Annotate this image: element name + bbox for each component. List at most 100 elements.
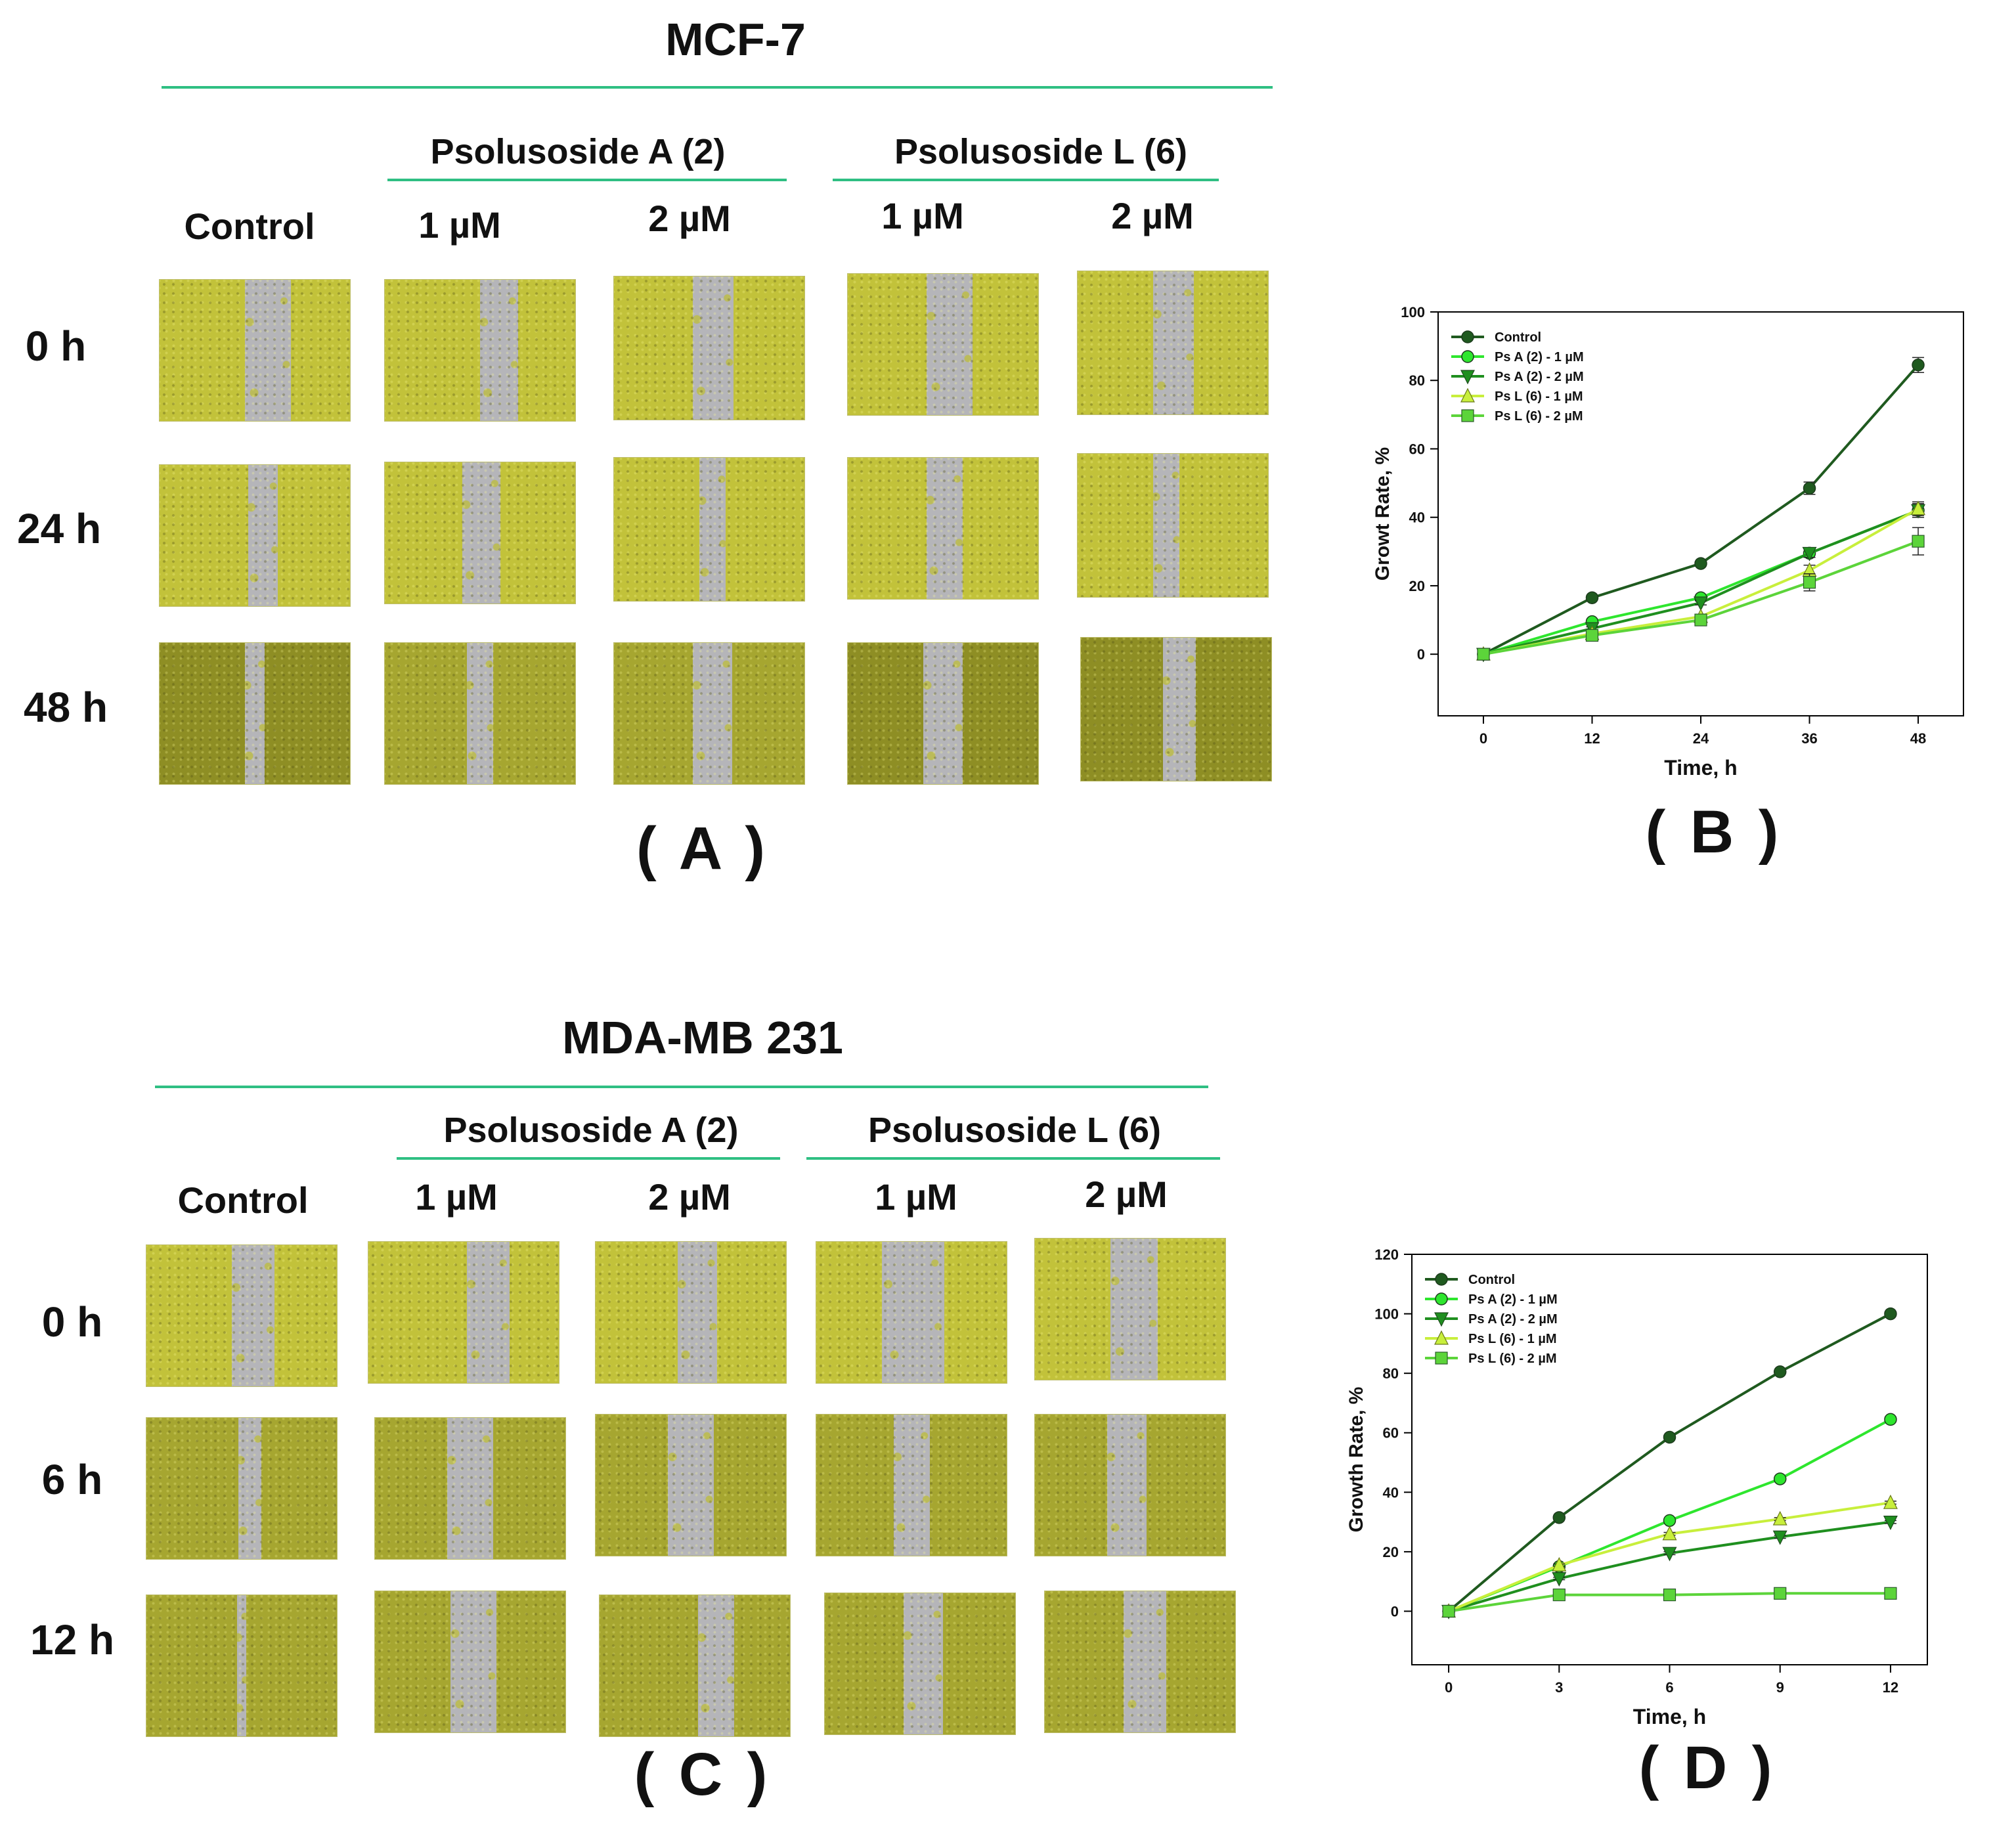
mdamb231-title-rule	[155, 1086, 1208, 1088]
chart-b-data-point	[1585, 591, 1599, 604]
chart-d-data-point	[1663, 1514, 1676, 1528]
mdamb231-wound-image	[1034, 1414, 1226, 1556]
chart-d-x-tick-label: 6	[1665, 1679, 1673, 1696]
chart-d-legend-marker	[1434, 1330, 1449, 1345]
chart-b-growth-rate: 0 20 40 60 80 100 0 12 24 36 48 Time, h Growt Rate, …	[1372, 304, 1964, 780]
chart-d-legend-entry: Ps L (6) - 2 µM	[1468, 1352, 1557, 1366]
mdamb231-group-l-rule	[806, 1157, 1220, 1160]
chart-d-data-point	[1662, 1526, 1677, 1541]
chart-b-y-tick-label: 100	[1401, 304, 1425, 320]
chart-b-legend-entry: Ps A (2) - 1 µM	[1495, 350, 1584, 364]
chart-b-legend-marker	[1461, 330, 1474, 343]
chart-b-data-point	[1802, 546, 1817, 561]
chart-b-data-point	[1694, 596, 1708, 611]
mdamb231-col-label: 1 µM	[875, 1176, 957, 1218]
panel-label-d: ( D )	[1638, 1734, 1776, 1801]
chart-d-data-point	[1772, 1530, 1787, 1545]
chart-d-legend-marker	[1435, 1352, 1448, 1365]
chart-d-data-point	[1884, 1413, 1897, 1426]
mcf7-row-label: 0 h	[25, 322, 87, 370]
chart-b-x-tick-label: 48	[1910, 730, 1926, 747]
chart-d-legend-marker	[1435, 1292, 1448, 1306]
chart-d-legend-entry: Ps L (6) - 1 µM	[1468, 1332, 1557, 1346]
chart-d-data-point	[1552, 1588, 1566, 1602]
chart-b-y-tick-label: 20	[1409, 578, 1425, 594]
chart-b-data-point	[1912, 535, 1925, 548]
mcf7-wound-image	[847, 273, 1039, 416]
chart-b-x-tick-label: 0	[1479, 730, 1487, 747]
panel-label-b: ( B )	[1645, 799, 1783, 866]
chart-d-data-point	[1772, 1510, 1787, 1526]
chart-b-legend-entry: Ps L (6) - 1 µM	[1495, 389, 1583, 404]
mdamb231-row-label: 12 h	[30, 1616, 115, 1663]
chart-b-y-tick-label: 0	[1417, 646, 1425, 663]
mdamb231-wound-image	[816, 1241, 1007, 1384]
chart-d-data-point	[1773, 1472, 1787, 1485]
mcf7-wound-image	[384, 279, 576, 422]
mcf7-col-label: Control	[184, 206, 315, 247]
chart-d-x-axis-label: Time, h	[1633, 1705, 1706, 1728]
chart-b-y-tick-label: 80	[1409, 372, 1425, 389]
chart-d-y-tick-label: 20	[1383, 1544, 1399, 1560]
mdamb231-wound-image	[595, 1241, 787, 1384]
mcf7-col-label: 1 µM	[881, 195, 964, 236]
mcf7-title: MCF-7	[665, 14, 806, 65]
mdamb231-wound-image	[595, 1414, 787, 1556]
mdamb231-title: MDA-MB 231	[562, 1012, 843, 1063]
panel-label-a: ( A )	[636, 815, 769, 882]
chart-d-data-point	[1774, 1587, 1787, 1600]
mdamb231-group-psolusoside-a: Psolusoside A (2)	[443, 1110, 739, 1150]
chart-b-legend-marker	[1461, 350, 1474, 363]
chart-d-y-tick-label: 60	[1383, 1425, 1399, 1441]
mcf7-wound-image	[159, 279, 351, 422]
mcf7-wound-image	[847, 457, 1039, 600]
mdamb231-wound-image	[146, 1417, 338, 1560]
mdamb231-wound-image	[1044, 1591, 1236, 1733]
mdamb231-wound-image	[599, 1594, 791, 1737]
mcf7-group-l-rule	[833, 179, 1219, 181]
chart-b-x-tick-label: 36	[1801, 730, 1817, 747]
chart-d-legend: Control Ps A (2) - 1 µM Ps A (2) - 2 µM Ps …	[1425, 1273, 1558, 1366]
chart-b-data-point	[1694, 613, 1707, 627]
mcf7-wound-image	[384, 462, 576, 604]
chart-b-series	[1477, 503, 1925, 661]
mdamb231-wound-image	[368, 1241, 559, 1384]
mdamb231-wound-image	[374, 1591, 566, 1733]
chart-d-growth-rate: 0 20 40 60 80 100 120 0 3 6 9 12 Time, h Growth Rate,…	[1346, 1246, 1928, 1728]
chart-d-legend-entry: Ps A (2) - 2 µM	[1468, 1312, 1558, 1327]
chart-d-data-point	[1773, 1365, 1787, 1378]
mcf7-col-label: 2 µM	[648, 198, 731, 239]
chart-b-series	[1476, 503, 1926, 663]
chart-d-data-point	[1883, 1516, 1898, 1530]
chart-d-legend-marker	[1434, 1312, 1449, 1327]
mcf7-col-label: 1 µM	[418, 204, 501, 246]
chart-d-y-axis-label: Growth Rate, %	[1346, 1387, 1367, 1533]
chart-d-data-point	[1552, 1511, 1566, 1524]
chart-b-series	[1477, 527, 1925, 661]
mcf7-wound-image	[159, 642, 351, 785]
chart-b-y-tick-label: 40	[1409, 510, 1425, 526]
chart-d-data-point	[1884, 1587, 1897, 1600]
chart-d-data-point	[1552, 1556, 1567, 1572]
chart-b-legend-marker	[1461, 409, 1474, 422]
chart-b-data-point	[1477, 648, 1490, 661]
chart-d-x-tick-label: 9	[1776, 1679, 1784, 1696]
chart-b-data-point	[1585, 628, 1599, 642]
chart-b-legend-marker	[1460, 387, 1475, 403]
mcf7-title-rule	[162, 86, 1273, 89]
chart-b-y-tick-label: 60	[1409, 441, 1425, 457]
mdamb231-col-label: Control	[177, 1179, 309, 1221]
mdamb231-wound-image	[824, 1593, 1016, 1735]
mcf7-wound-image	[613, 457, 805, 602]
chart-d-data-point	[1662, 1547, 1677, 1562]
mcf7-col-label: 2 µM	[1111, 195, 1194, 236]
chart-d-data-point	[1663, 1588, 1676, 1602]
mcf7-wound-image	[1077, 453, 1269, 598]
chart-b-series-line	[1483, 509, 1919, 656]
chart-d-legend-marker	[1435, 1273, 1448, 1286]
chart-b-x-axis-label: Time, h	[1664, 756, 1737, 780]
chart-b-legend: Control Ps A (2) - 1 µM Ps A (2) - 2 µM Ps …	[1451, 330, 1584, 424]
chart-b-data-point	[1803, 576, 1816, 589]
mcf7-wound-image	[1080, 637, 1272, 781]
chart-d-x-tick-label: 0	[1445, 1679, 1453, 1696]
